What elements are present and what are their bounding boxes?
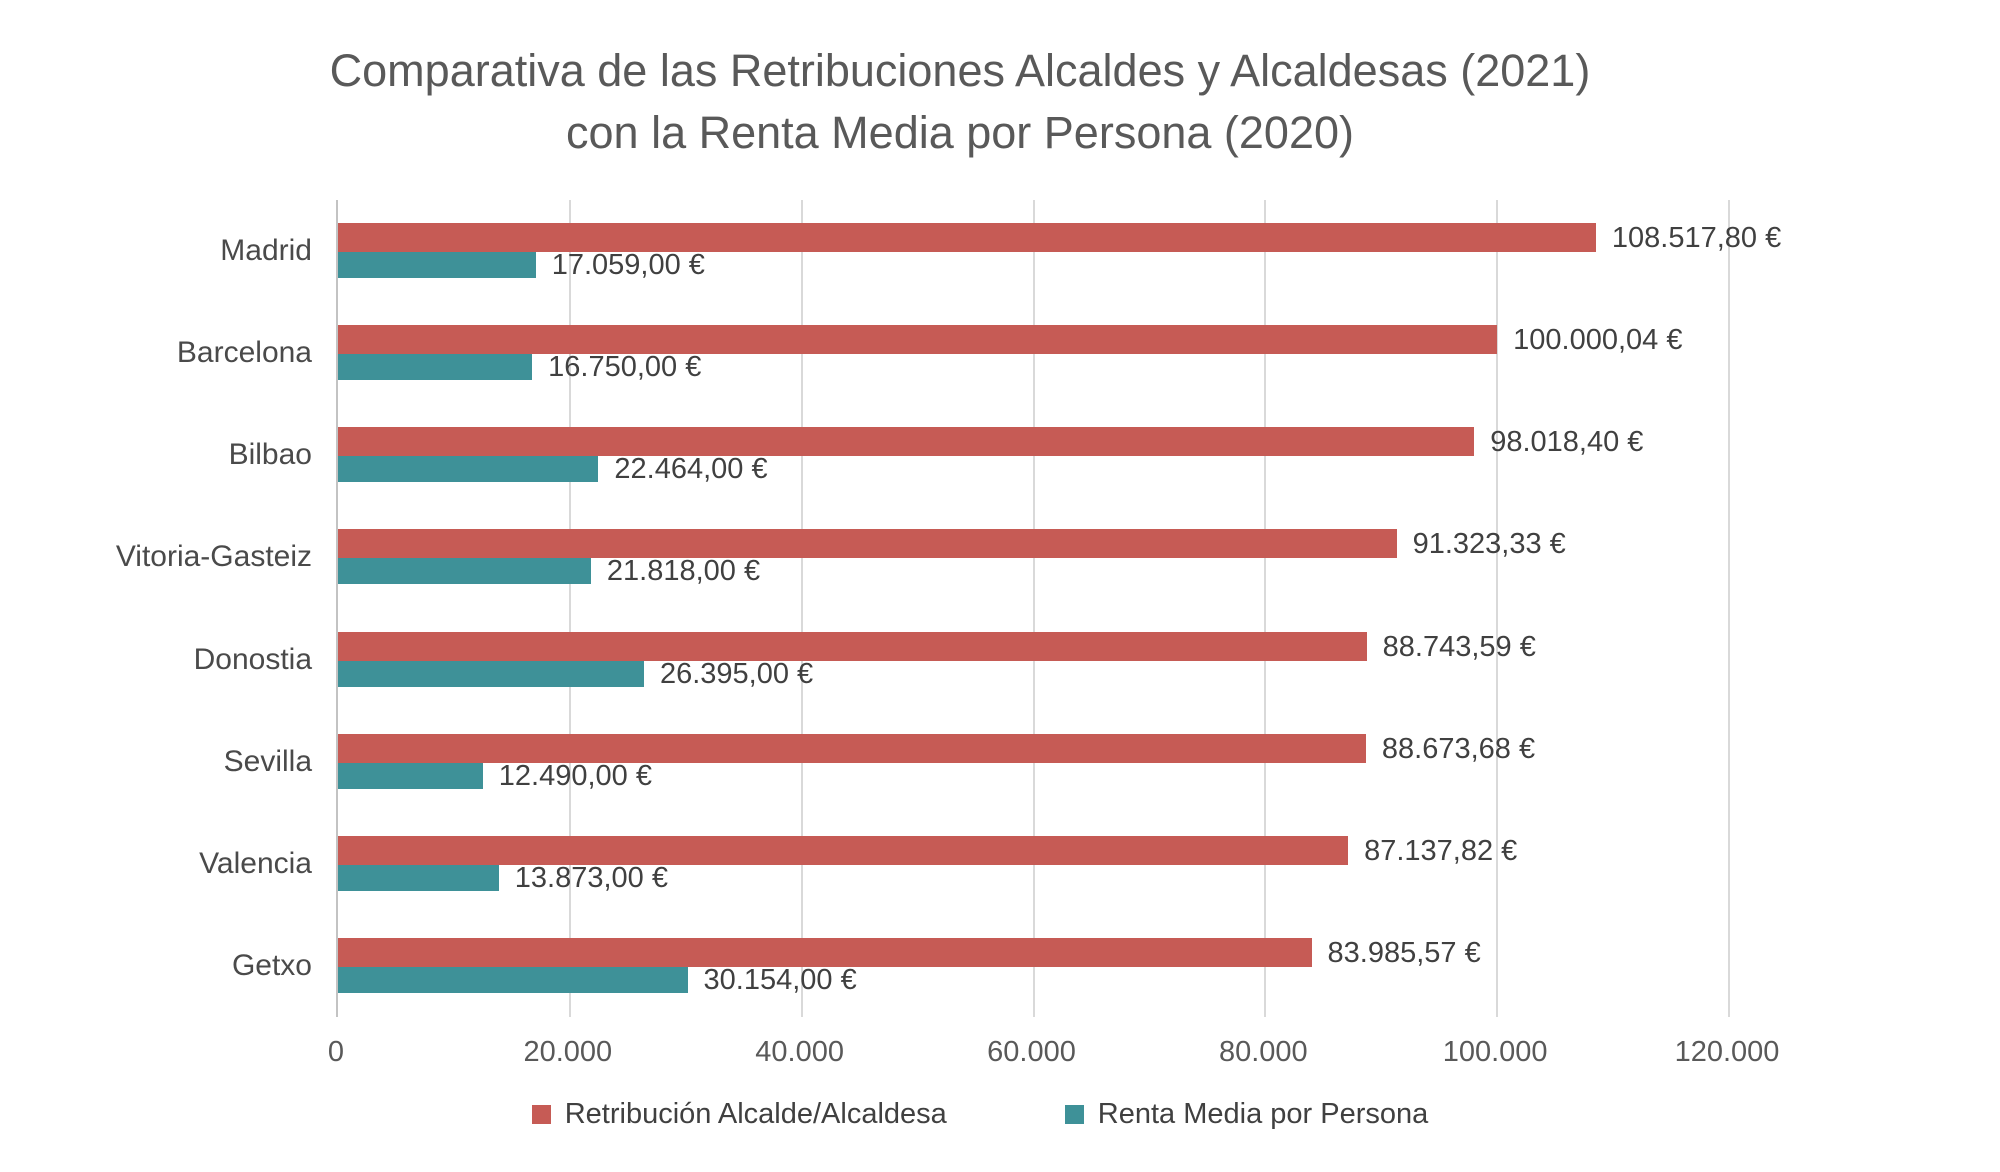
salary-bar-bilbao bbox=[338, 427, 1475, 457]
x-tick-label-120000: 120.000 bbox=[1674, 1036, 1780, 1068]
category-label-getxo: Getxo bbox=[231, 948, 312, 982]
bar-group-getxo: 83.985,57 € 30.154,00 € bbox=[338, 915, 1729, 1017]
legend-label-salary: Retribución Alcalde/Alcaldesa bbox=[564, 1098, 947, 1130]
category-label-valencia: Valencia bbox=[199, 846, 312, 880]
salary-value-label-donostia: 88.743,59 € bbox=[1382, 630, 1536, 663]
income-value-label-sevilla: 12.490,00 € bbox=[498, 759, 652, 792]
gridline-120000 bbox=[1728, 200, 1730, 1017]
income-value-label-donostia: 26.395,00 € bbox=[659, 657, 814, 690]
salary-bar-madrid bbox=[338, 223, 1596, 252]
salary-bar-valencia bbox=[338, 835, 1349, 865]
category-label-sevilla: Sevilla bbox=[223, 744, 312, 778]
bar-group-donostia: 88.743,59 € 26.395,00 € bbox=[338, 609, 1729, 711]
income-bar-sevilla bbox=[338, 762, 483, 789]
income-value-label-vitoria-gasteiz: 21.818,00 € bbox=[606, 555, 761, 588]
salary-value-label-bilbao: 98.018,40 € bbox=[1490, 426, 1644, 459]
income-bar-bilbao bbox=[338, 456, 599, 483]
income-bar-vitoria-gasteiz bbox=[338, 558, 591, 585]
gridline-20000 bbox=[568, 200, 571, 1017]
category-label-barcelona: Barcelona bbox=[176, 336, 312, 370]
x-tick-label-40000: 40.000 bbox=[755, 1036, 844, 1068]
income-value-label-barcelona: 16.750,00 € bbox=[548, 351, 702, 384]
income-bar-madrid bbox=[338, 252, 536, 278]
income-bar-donostia bbox=[338, 660, 644, 687]
gridline-60000 bbox=[1032, 200, 1035, 1017]
chart-title: Comparativa de las Retribuciones Alcalde… bbox=[0, 40, 1920, 164]
category-axis: Madrid Barcelona Bilbao Vitoria-Gasteiz Dono… bbox=[0, 200, 312, 1017]
bar-group-valencia: 87.137,82 € 13.873,00 € bbox=[338, 813, 1729, 915]
salary-bar-donostia bbox=[338, 631, 1367, 661]
salary-bar-vitoria-gasteiz bbox=[338, 529, 1397, 559]
income-bar-valencia bbox=[338, 864, 499, 891]
gridline-80000 bbox=[1264, 200, 1267, 1017]
salary-value-label-madrid: 108.517,80 € bbox=[1611, 222, 1782, 254]
x-tick-label-0: 0 bbox=[327, 1036, 345, 1068]
x-tick-label-100000: 100.000 bbox=[1442, 1036, 1548, 1068]
salary-value-label-sevilla: 88.673,68 € bbox=[1381, 732, 1536, 765]
category-label-vitoria-gasteiz: Vitoria-Gasteiz bbox=[115, 540, 312, 574]
x-tick-label-60000: 60.000 bbox=[987, 1036, 1076, 1068]
plot-area: 108.517,80 € 17.059,00 € 100.000,04 € 16.75… bbox=[336, 200, 1781, 1017]
salary-value-label-valencia: 87.137,82 € bbox=[1364, 834, 1518, 867]
bar-group-vitoria-gasteiz: 91.323,33 € 21.818,00 € bbox=[338, 506, 1729, 608]
gridline-40000 bbox=[800, 200, 803, 1017]
category-label-donostia: Donostia bbox=[193, 642, 312, 676]
income-value-label-bilbao: 22.464,00 € bbox=[614, 453, 768, 486]
salary-value-label-vitoria-gasteiz: 91.323,33 € bbox=[1412, 528, 1566, 561]
salary-value-label-getxo: 83.985,57 € bbox=[1327, 936, 1481, 969]
salary-bar-getxo bbox=[338, 937, 1312, 967]
x-tick-label-80000: 80.000 bbox=[1218, 1036, 1308, 1068]
bar-group-bilbao: 98.018,40 € 22.464,00 € bbox=[338, 404, 1729, 506]
bar-group-barcelona: 100.000,04 € 16.750,00 € bbox=[338, 302, 1729, 404]
salary-value-label-barcelona: 100.000,04 € bbox=[1513, 324, 1683, 357]
legend: Retribución Alcalde/Alcaldesa Renta Media… bbox=[0, 1098, 1960, 1131]
salary-bar-barcelona bbox=[338, 325, 1498, 355]
income-bar-barcelona bbox=[338, 354, 533, 381]
x-tick-label-20000: 20.000 bbox=[523, 1036, 613, 1068]
bar-group-madrid: 108.517,80 € 17.059,00 € bbox=[338, 200, 1781, 302]
legend-label-income: Renta Media por Persona bbox=[1097, 1098, 1429, 1130]
chart-title-line1: Comparativa de las Retribuciones Alcalde… bbox=[329, 45, 1591, 96]
category-label-bilbao: Bilbao bbox=[228, 438, 312, 472]
value-axis: 0 20.000 40.000 60.000 80.000 100.000 120.000 bbox=[0, 1032, 2000, 1082]
legend-item-income: Renta Media por Persona bbox=[1064, 1098, 1429, 1131]
income-value-label-madrid: 17.059,00 € bbox=[551, 249, 705, 281]
bar-group-sevilla: 88.673,68 € 12.490,00 € bbox=[338, 711, 1729, 813]
chart-title-line2: con la Renta Media por Persona (2020) bbox=[566, 107, 1354, 158]
income-bar-getxo bbox=[338, 966, 688, 993]
legend-swatch-income bbox=[1064, 1105, 1084, 1124]
legend-item-salary: Retribución Alcalde/Alcaldesa bbox=[531, 1098, 947, 1131]
category-label-madrid: Madrid bbox=[220, 234, 312, 268]
gridline-100000 bbox=[1496, 200, 1499, 1017]
salary-bar-sevilla bbox=[338, 733, 1366, 763]
income-value-label-getxo: 30.154,00 € bbox=[703, 963, 857, 996]
legend-swatch-salary bbox=[531, 1105, 551, 1124]
income-value-label-valencia: 13.873,00 € bbox=[514, 861, 668, 894]
